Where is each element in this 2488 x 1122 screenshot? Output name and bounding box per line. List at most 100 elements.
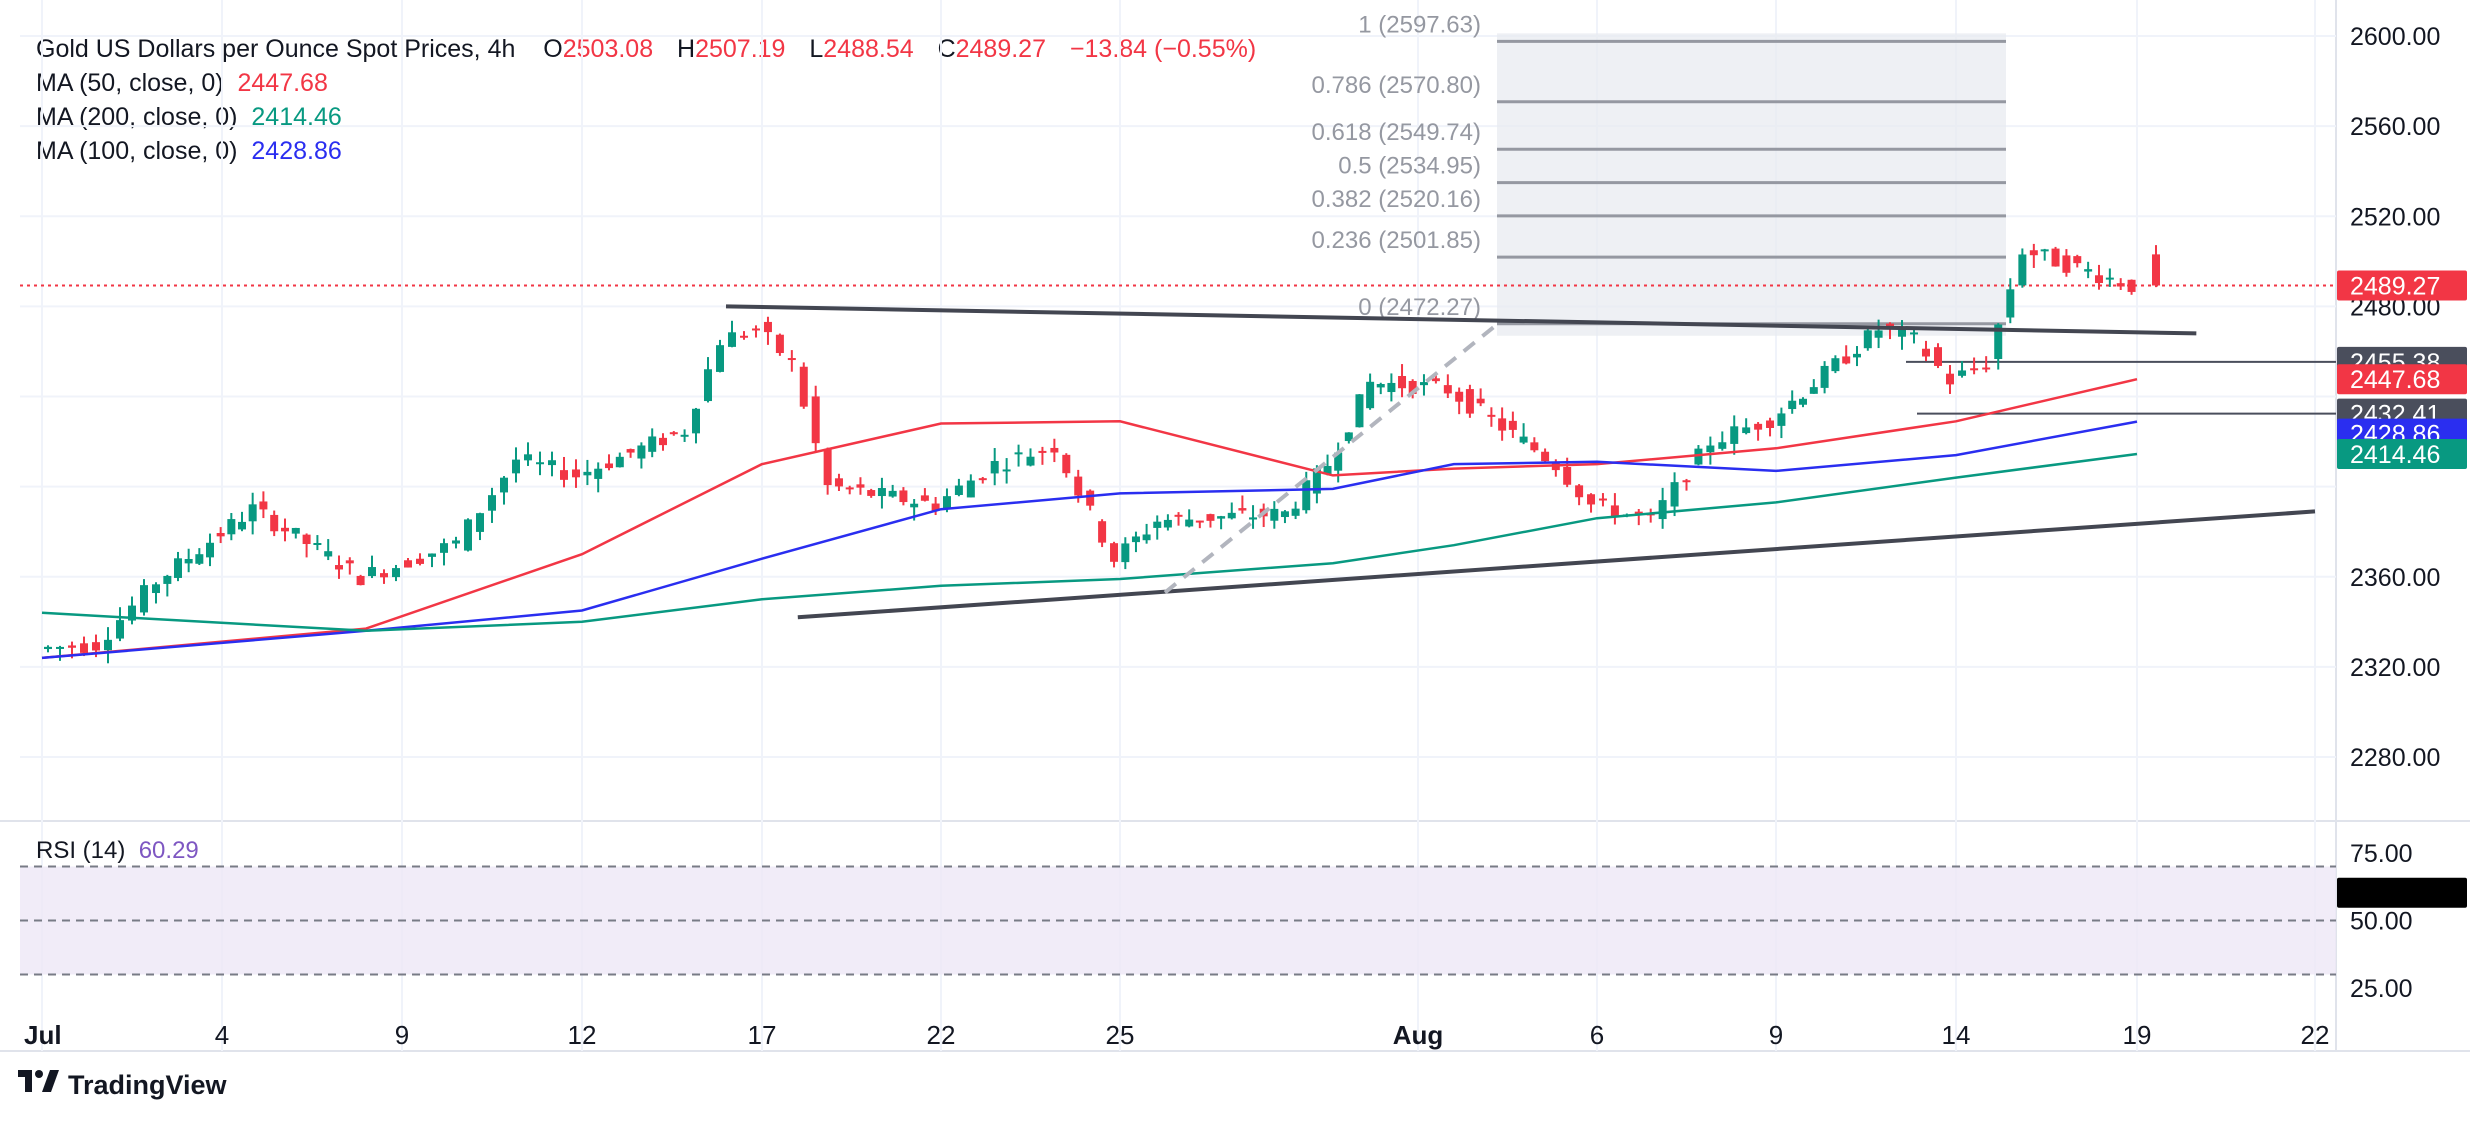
candle-body [1476,398,1485,404]
candle-body [1487,414,1496,417]
ma100-legend[interactable]: MA (100, close, 0) 2428.86 [36,137,342,165]
y-tick-label: 2320.00 [2350,654,2440,682]
x-tick-label: 6 [1590,1020,1604,1050]
candle-body [1098,521,1107,543]
candle-body [978,478,987,481]
candle-body [1195,520,1204,523]
candle-body [270,514,279,532]
candle-body [1280,511,1289,518]
candle-body [195,554,204,564]
candle-body [1922,348,1930,357]
price-axis-badge-label: 2414.46 [2350,441,2440,469]
rsi-legend[interactable]: RSI (14) 60.29 [36,837,199,864]
candle-body [1831,358,1840,372]
candle-body [594,468,603,479]
y-tick-label: 2360.00 [2350,564,2440,592]
candle-body [313,543,322,546]
rsi-y-tick-label: 50.00 [2350,908,2413,936]
candle-body [990,461,999,474]
candle-body [116,620,124,639]
candle-body [512,459,520,474]
candle-body [1682,480,1691,483]
candle-body [1419,382,1428,386]
price-axis-badge [2337,270,2467,301]
rsi-value: 60.29 [138,837,199,864]
x-tick-label: 25 [1106,1020,1135,1050]
candle-body [1853,353,1861,358]
candle-body [615,456,624,468]
candle-body [1227,512,1236,519]
candle-body [404,560,412,568]
candle-body [1694,448,1703,465]
x-tick-label: 19 [2123,1020,2152,1050]
candle-body [1334,452,1343,471]
candle-body [259,501,268,510]
tradingview-logo[interactable]: TradingView [18,1068,227,1102]
candle-body [302,534,311,545]
candle-body [206,542,214,558]
candle-body [680,434,689,437]
candle-body [1842,356,1851,364]
candle-body [1563,466,1572,485]
candle-body [92,642,100,651]
candle-body [548,460,556,466]
x-tick-label: Aug [1393,1020,1444,1050]
candle-body [1766,420,1775,428]
candle-body [1788,400,1797,410]
candle-body [716,345,724,372]
y-tick-label: 2520.00 [2350,203,2440,231]
candle-body [324,551,333,557]
candle-body [1706,445,1715,453]
moving-average-line [41,377,2138,660]
change-value: −13.84 (−0.55%) [1069,35,1257,63]
x-tick-label: Jul [24,1020,62,1050]
ma50-legend[interactable]: MA (50, close, 0) 2447.68 [36,69,328,97]
candle-body [2084,269,2093,272]
candle-body [1910,332,1918,335]
candle-body [799,366,808,407]
symbol-title[interactable]: Gold US Dollars per Ounce Spot Prices, 4… [36,35,516,63]
candle-body [1530,442,1539,451]
candle-body [56,646,64,649]
x-tick-label: 12 [568,1020,597,1050]
x-tick-label: 9 [395,1020,409,1050]
candle-body [216,532,225,537]
candle-body [368,567,376,577]
candle-body [966,480,975,498]
candle-body [704,369,712,402]
candle-body [877,488,886,497]
candle-body [2152,254,2160,286]
candle-body [2029,250,2038,256]
candle-body [227,519,236,535]
candle-body [2051,248,2060,267]
candles-group [44,243,2160,664]
candle-body [536,462,544,465]
candle-body [1121,543,1130,563]
fibonacci-box [1497,33,2006,336]
candle-body [2127,279,2136,292]
rsi-value-badge [2337,877,2467,908]
candle-body [1754,423,1763,430]
candle-body [1185,519,1194,527]
candle-body [1062,454,1071,474]
candle-body [669,432,678,435]
candle-body [1002,469,1011,472]
candle-body [1958,370,1967,376]
candle-body [626,449,635,453]
candle-body [1730,426,1739,444]
candle-body [1946,373,1954,385]
price-axis-badge-label: 2447.68 [2350,366,2440,394]
candle-body [888,490,897,497]
candle-body [500,477,508,493]
candle-body [845,487,854,490]
candle-body [2006,289,2015,318]
candle-body [1110,543,1119,562]
candle-body [428,553,436,557]
candle-body [834,478,843,487]
candle-body [2040,249,2049,252]
lower-trendline [797,509,2316,620]
moving-average-line [41,420,2138,660]
x-tick-label: 22 [2301,1020,2330,1050]
candle-body [1898,328,1906,337]
